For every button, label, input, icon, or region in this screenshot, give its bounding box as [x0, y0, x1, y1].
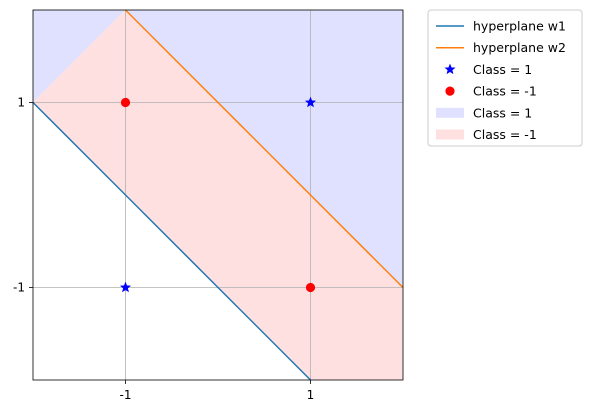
data-points: [119, 96, 317, 293]
hyperplane-line-w2: [124, 9, 404, 289]
legend-patch-class-1-4: [436, 107, 464, 118]
legend-circle-class-1-3: [445, 86, 455, 96]
legend-label-class-1-5: Class = -1: [473, 127, 537, 142]
point-class-neg1-0: [120, 97, 131, 108]
legend: hyperplane w1 hyperplane w2 Class = 1 Class…: [427, 9, 583, 147]
point-class-neg1-1: [305, 282, 316, 293]
hyperplane-lines: [32, 9, 404, 381]
x-tick-label-0: -1: [120, 388, 132, 402]
legend-star-class-1-2: [444, 63, 456, 75]
y-tick-label-1: 1: [17, 96, 25, 110]
point-class-1-0: [304, 96, 317, 108]
legend-label-class-1-4: Class = 1: [473, 105, 532, 120]
legend-box: [427, 9, 583, 147]
legend-label-class-1-2: Class = 1: [473, 62, 532, 77]
legend-label-hyperplane-w2-1: hyperplane w2: [473, 40, 566, 55]
axis-ticks: -1 1 -1 1: [13, 96, 314, 403]
x-tick-label-1: 1: [307, 388, 315, 402]
legend-label-hyperplane-w1-0: hyperplane w1: [473, 19, 566, 34]
legend-patch-class-1-5: [436, 129, 464, 140]
legend-label-class-1-3: Class = -1: [473, 84, 537, 99]
y-tick-label-0: -1: [13, 281, 25, 295]
point-class-1-1: [119, 281, 132, 293]
axes-frame: [32, 9, 404, 381]
axes-border: [32, 9, 404, 381]
hyperplane-line-w1: [32, 101, 312, 381]
